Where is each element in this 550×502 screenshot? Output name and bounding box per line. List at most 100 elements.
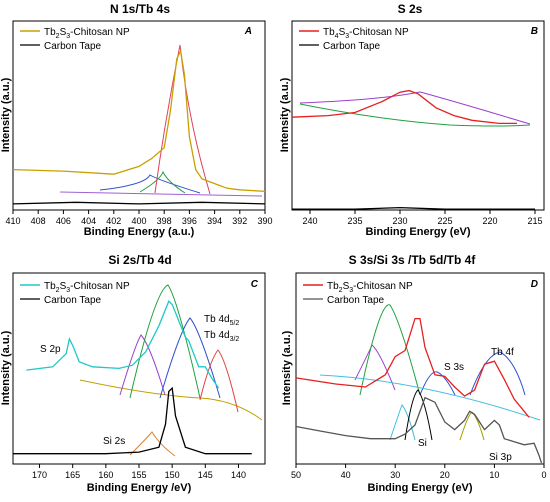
panel-c-legend: Tb2S3-Chitosan NP Carbon Tape [20,281,130,306]
fit-c-red [199,349,239,413]
series-line-a-1 [12,201,266,205]
legend-b-text-1: Tb4S3-Chitosan NP [323,27,409,40]
xtick-label-b-4: 220 [482,216,497,226]
xtick-label-d-1: 40 [341,470,351,480]
panel-d-xlabel: Binding Energy (eV) [367,482,472,494]
panel-a: N 1s/Tb 4s A Binding Energy (a.u.) Inten… [0,2,273,238]
fit-d-ct-black [404,389,433,441]
panel-b: S 2s B Binding Energy (eV) Intensity (a.… [279,2,545,238]
legend-c-text-2: Carbon Tape [44,295,102,306]
panel-a-fit-components [59,44,263,197]
panel-c-title: Si 2s/Tb 4d [108,253,171,267]
xtick-label-c-5: 145 [198,470,213,480]
xtick-label-c-1: 165 [65,470,80,480]
fit-a-blue [99,174,201,194]
fit-a-baseline [59,191,263,197]
panel-d-annotations: S 3s Tb 4f Si Si 3p [418,347,514,463]
panel-d-title: S 3s/Si 3s /Tb 5d/Tb 4f [349,253,477,267]
series-line-c-1 [13,386,252,455]
series-line-c-0 [26,300,220,389]
panel-b-title: S 2s [398,2,423,16]
legend-d-text-2: Carbon Tape [327,295,385,306]
panel-a-xlabel: Binding Energy (a.u.) [84,226,195,238]
xtick-label-a-3: 404 [81,216,96,226]
label-s3s: S 3s [444,362,464,373]
fit-d-green [359,304,421,396]
fit-a-green [139,170,186,194]
xtick-label-b-5: 215 [527,216,542,226]
fit-d-ct-olive [459,411,485,441]
panel-d-fit-components [319,304,541,441]
panel-b-fit-components [299,91,531,127]
fit-d-baseline [319,374,541,421]
label-si3p: Si 3p [489,452,512,463]
label-tb4d-32: Tb 4d3/2 [204,330,239,343]
panel-d-frame [295,272,545,465]
series-line-b-0 [291,89,517,125]
panel-b-corner: B [531,26,538,37]
xtick-label-d-3: 20 [440,470,450,480]
xtick-label-a-5: 400 [131,216,146,226]
fit-b-baseline [299,103,531,127]
panel-d-legend: Tb2S3-Chitosan NP Carbon Tape [303,281,413,306]
panel-c: Si 2s/Tb 4d C Binding Energy /eV) Intens… [0,253,266,494]
xtick-label-d-4: 10 [489,470,499,480]
fit-c-baseline [79,379,263,421]
xtick-label-c-2: 160 [98,470,113,480]
xtick-label-a-8: 394 [207,216,222,226]
series-line-b-1 [292,206,535,210]
fit-c-blue [159,317,221,399]
panel-d-ylabel: Intensity (a.u.) [281,330,293,405]
xtick-label-a-2: 406 [56,216,71,226]
xtick-label-b-1: 235 [347,216,362,226]
fit-c-purple [119,334,166,396]
panel-a-xticks: 410 408 406 404 402 400 398 396 394 392 390 [5,210,273,226]
xtick-label-a-7: 396 [182,216,197,226]
xtick-label-a-1: 408 [31,216,46,226]
legend-b-text-2: Carbon Tape [323,41,381,52]
legend-a-text-2: Carbon Tape [44,41,102,52]
xtick-label-c-0: 170 [32,470,47,480]
xtick-label-c-3: 155 [131,470,146,480]
legend-d-text-1: Tb2S3-Chitosan NP [327,281,413,294]
xtick-label-b-3: 225 [437,216,452,226]
fit-d-blue [419,371,456,396]
panel-b-xticks: 240 235 230 225 220 215 [302,210,543,226]
xtick-label-a-4: 402 [106,216,121,226]
label-tb4d-52: Tb 4d5/2 [204,314,239,327]
series-line-a-0 [12,48,266,193]
panel-c-xticks: 170 165 160 155 150 145 140 [32,464,246,480]
legend-a-text-1: Tb2S3-Chitosan NP [44,27,130,40]
xtick-label-a-6: 398 [157,216,172,226]
panel-d-xticks: 50 40 30 20 10 0 [291,464,547,480]
panel-d-series [295,317,543,464]
panel-b-frame [291,20,545,211]
xtick-label-a-9: 392 [232,216,247,226]
panel-a-ylabel: Intensity (a.u.) [0,77,12,152]
panel-c-xlabel: Binding Energy /eV) [87,482,192,494]
fit-c-si2s-small [129,431,176,457]
legend-c-text-1: Tb2S3-Chitosan NP [44,281,130,294]
panel-a-legend: Tb2S3-Chitosan NP Carbon Tape [20,27,130,52]
panel-b-ylabel: Intensity (a.u.) [279,77,291,152]
panel-b-series [291,89,535,210]
label-s2p: S 2p [40,344,61,355]
label-si: Si [418,438,427,449]
xtick-label-b-0: 240 [302,216,317,226]
panel-b-legend: Tb4S3-Chitosan NP Carbon Tape [299,27,409,52]
panel-a-title: N 1s/Tb 4s [110,2,170,16]
xtick-label-a-10: 390 [257,216,272,226]
fit-b-envelope [299,91,531,125]
panel-a-series [12,48,266,205]
panel-c-corner: C [251,279,259,290]
series-line-d-0 [295,317,530,418]
fit-d-ct-cyan [389,404,416,441]
xtick-label-d-0: 50 [291,470,301,480]
panel-c-series [13,300,252,455]
panel-c-annotations: S 2p Tb 4d5/2 Tb 4d3/2 Si 2s [40,314,239,447]
xtick-label-d-5: 0 [541,470,546,480]
label-tb4f: Tb 4f [491,347,514,358]
xtick-label-b-2: 230 [392,216,407,226]
panel-c-fit-components [79,284,263,457]
fit-c-green [129,284,201,399]
